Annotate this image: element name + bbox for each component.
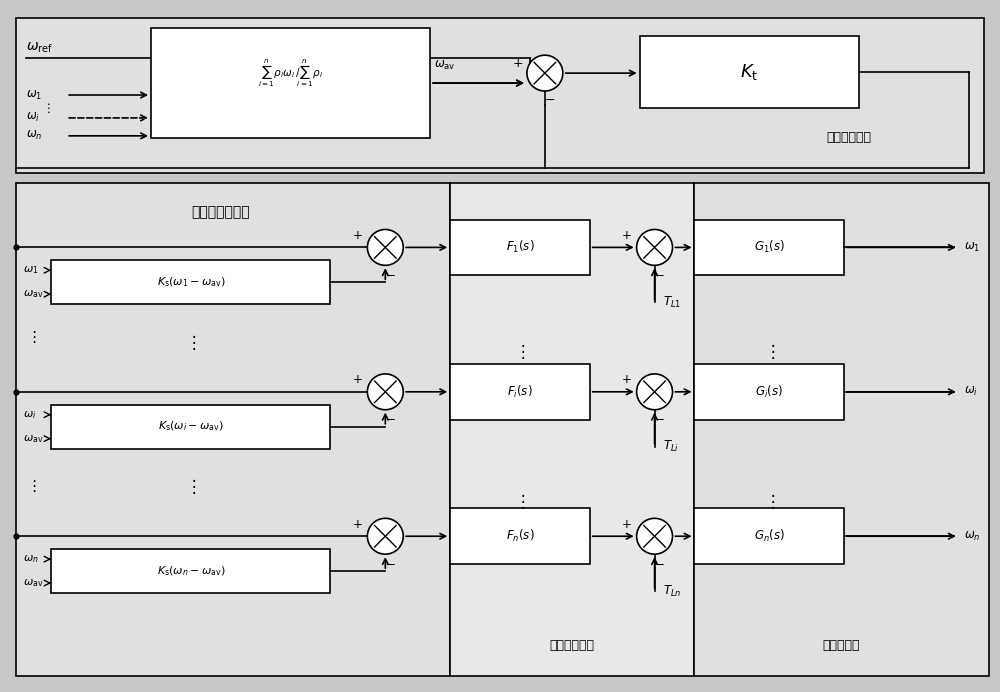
Bar [450,183,694,675]
Text: $F_i(s)$: $F_i(s)$ [507,384,533,400]
Text: $K_{\rm s}(\omega_1-\omega_{\rm av})$: $K_{\rm s}(\omega_1-\omega_{\rm av})$ [157,275,225,289]
Text: $-$: $-$ [385,556,396,569]
Text: $\omega_1$: $\omega_1$ [26,89,43,102]
Bar [640,36,859,108]
Circle shape [367,374,403,410]
Bar [694,364,844,420]
Text: $-$: $-$ [654,556,665,569]
Text: $\vdots$: $\vdots$ [185,477,196,496]
Bar [694,219,844,275]
Text: 单元转速控制: 单元转速控制 [549,639,594,653]
Text: $T_{Ln}$: $T_{Ln}$ [663,583,681,599]
Text: $\vdots$: $\vdots$ [42,101,50,115]
Text: +: + [352,229,362,242]
Text: $\omega_{\rm av}$: $\omega_{\rm av}$ [23,432,44,444]
Text: $K_{\rm s}(\omega_n-\omega_{\rm av})$: $K_{\rm s}(\omega_n-\omega_{\rm av})$ [157,564,225,578]
Text: $\omega_i$: $\omega_i$ [23,409,37,421]
Text: $\vdots$: $\vdots$ [26,329,36,345]
Text: $K_{\rm s}(\omega_i-\omega_{\rm av})$: $K_{\rm s}(\omega_i-\omega_{\rm av})$ [158,420,224,433]
Text: $G_i(s)$: $G_i(s)$ [755,384,783,400]
Circle shape [637,374,673,410]
Text: $T_{Li}$: $T_{Li}$ [663,439,679,454]
Circle shape [367,518,403,554]
Text: $\omega_i$: $\omega_i$ [964,385,978,399]
Text: +: + [622,229,632,242]
Text: $\vdots$: $\vdots$ [185,333,196,352]
Text: +: + [352,518,362,531]
Text: $\omega_n$: $\omega_n$ [23,553,39,565]
Text: $-$: $-$ [654,411,665,424]
Text: $\vdots$: $\vdots$ [26,478,36,495]
Text: $\vdots$: $\vdots$ [764,343,775,361]
Bar [450,509,590,564]
Text: $G_n(s)$: $G_n(s)$ [754,528,785,545]
Text: $G_1(s)$: $G_1(s)$ [754,239,785,255]
Text: $\vdots$: $\vdots$ [514,343,526,361]
Text: 多电机系统: 多电机系统 [822,639,860,653]
Text: $-$: $-$ [654,267,665,280]
Text: $\omega_{\rm av}$: $\omega_{\rm av}$ [23,289,44,300]
Text: $-$: $-$ [385,267,396,280]
Circle shape [367,230,403,265]
Bar [16,183,450,675]
Text: +: + [352,374,362,386]
Bar [450,219,590,275]
Bar [51,405,330,448]
Text: 系统转速控制: 系统转速控制 [827,131,872,145]
Circle shape [637,230,673,265]
Text: $\omega_i$: $\omega_i$ [26,111,40,125]
Bar [51,549,330,593]
Text: +: + [513,57,523,70]
Text: $\sum_{i=1}^{n}\rho_i\omega_i\,/\!\sum_{i=1}^{n}\rho_i$: $\sum_{i=1}^{n}\rho_i\omega_i\,/\!\sum_{… [258,57,323,89]
Circle shape [637,518,673,554]
Text: $\vdots$: $\vdots$ [764,492,775,511]
Bar [151,28,430,138]
Text: $\omega_n$: $\omega_n$ [964,529,980,543]
Text: $F_n(s)$: $F_n(s)$ [506,528,534,545]
Text: 转速给定与补唇: 转速给定与补唇 [191,206,250,219]
Text: $\omega_{\rm av}$: $\omega_{\rm av}$ [434,59,456,72]
Bar [694,183,989,675]
Text: +: + [622,518,632,531]
Bar [16,18,984,173]
Text: $-$: $-$ [544,93,555,105]
Circle shape [527,55,563,91]
Text: $\omega_{\rm ref}$: $\omega_{\rm ref}$ [26,41,54,55]
Text: +: + [622,374,632,386]
Text: $\omega_1$: $\omega_1$ [964,241,980,254]
Text: $\omega_n$: $\omega_n$ [26,129,43,143]
Text: $-$: $-$ [385,411,396,424]
Bar [450,364,590,420]
Text: $F_1(s)$: $F_1(s)$ [506,239,534,255]
Bar [51,260,330,304]
Text: $\vdots$: $\vdots$ [514,492,526,511]
Text: $T_{L1}$: $T_{L1}$ [663,295,681,310]
Bar [694,509,844,564]
Text: $\omega_{\rm av}$: $\omega_{\rm av}$ [23,577,44,589]
Text: $K_{\rm t}$: $K_{\rm t}$ [740,62,759,82]
Text: $\omega_1$: $\omega_1$ [23,264,39,276]
